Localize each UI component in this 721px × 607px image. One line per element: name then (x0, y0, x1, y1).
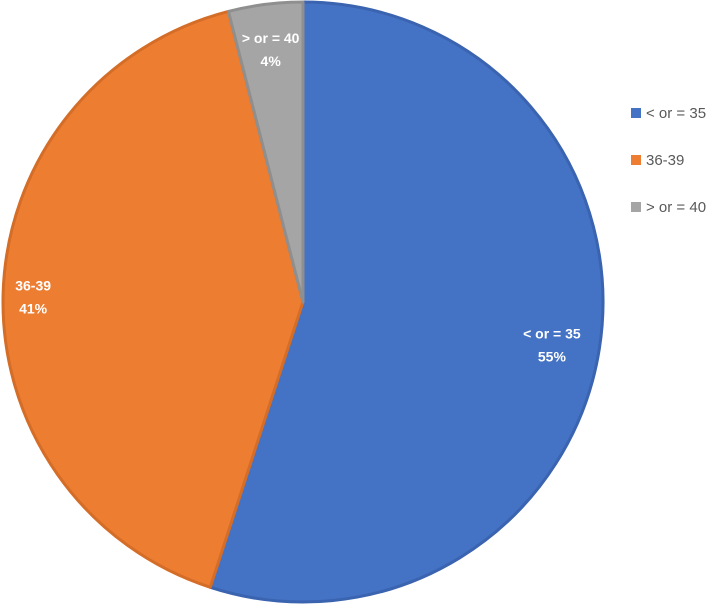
pie-slice-36-39 (1, 9, 305, 589)
pie-slices (1, 0, 605, 604)
data-label-category-or-35: < or = 35 (523, 325, 581, 341)
data-label-category-or-40: > or = 40 (242, 30, 300, 46)
pie-slice-or-35 (208, 0, 605, 604)
legend-swatch-or-35 (631, 108, 641, 118)
legend-label-36-39: 36-39 (646, 152, 684, 169)
legend-swatch-or-40 (631, 202, 641, 212)
pie-slice-or-40 (226, 0, 305, 304)
legend-swatch-36-39 (631, 155, 641, 165)
legend-label-or-35: < or = 35 (646, 105, 706, 122)
chart-legend: < or = 35 36-39 > or = 40 (631, 105, 706, 216)
data-label-value-36-39: 41% (19, 301, 48, 317)
data-label-value-or-35: 55% (538, 348, 567, 364)
pie-data-labels: < or = 35 55% 36-39 41% > or = 40 4% (15, 30, 581, 364)
data-label-value-or-40: 4% (261, 53, 282, 69)
legend-label-or-40: > or = 40 (646, 199, 706, 216)
data-label-category-36-39: 36-39 (15, 278, 51, 294)
